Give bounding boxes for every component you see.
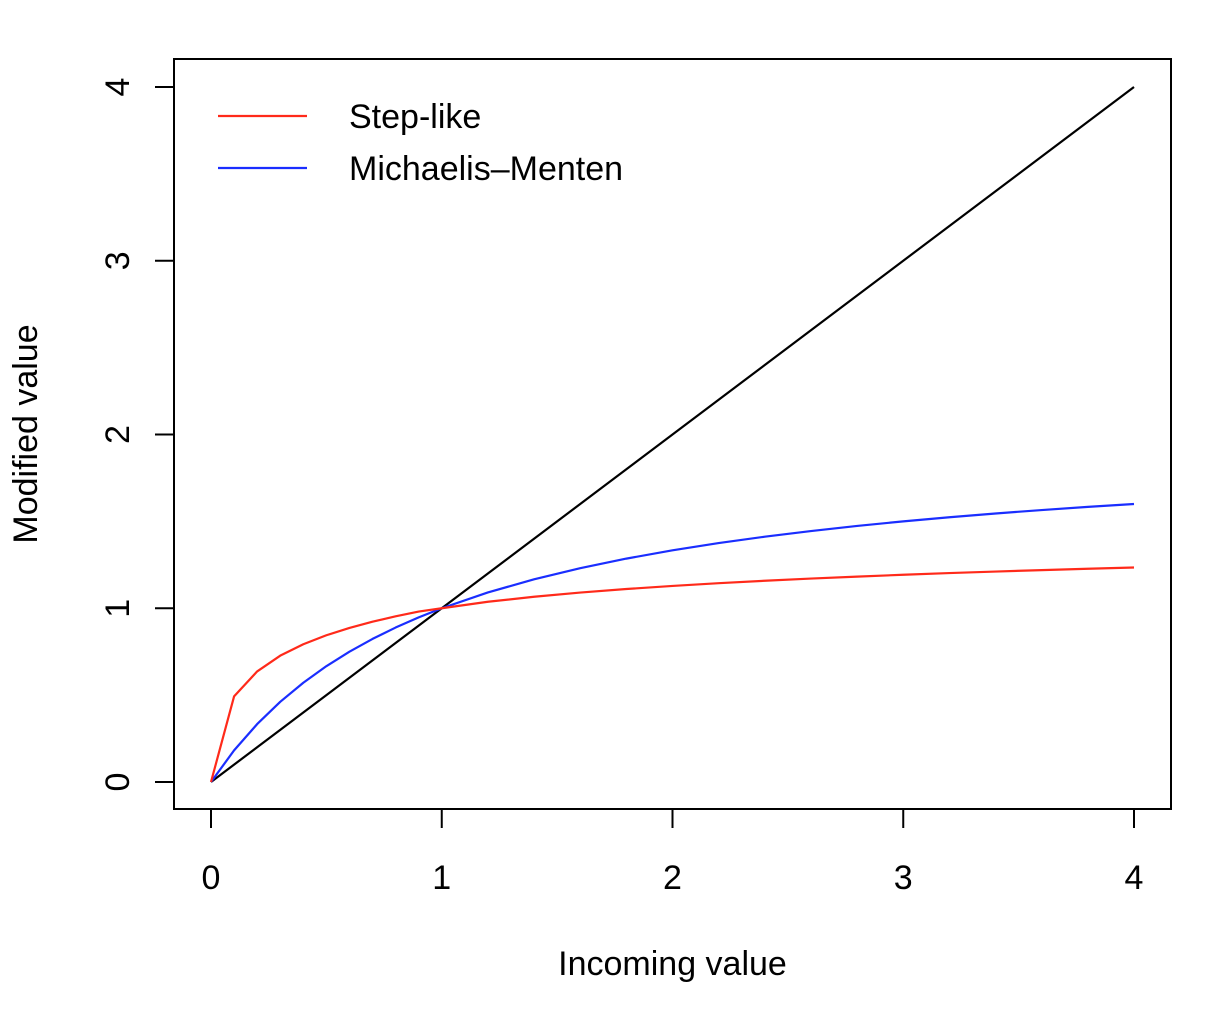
y-axis-title: Modified value [7, 324, 45, 543]
y-tick-label: 3 [99, 251, 137, 270]
x-tick-label: 3 [894, 859, 913, 897]
y-tick-label: 4 [99, 78, 137, 97]
legend: Step-like Michaelis–Menten [218, 98, 623, 188]
y-tick-label: 2 [99, 425, 137, 444]
x-tick-label: 0 [202, 859, 221, 897]
y-tick-label: 1 [99, 599, 137, 618]
x-axis: 0 1 2 3 4 [202, 808, 1144, 897]
series-line-0 [209, 566, 1135, 783]
legend-label: Michaelis–Menten [349, 150, 623, 188]
y-tick-label: 0 [99, 773, 137, 792]
x-tick-label: 1 [432, 859, 451, 897]
x-tick-label: 2 [663, 859, 682, 897]
x-tick-label: 4 [1125, 859, 1144, 897]
x-axis-title: Incoming value [558, 945, 787, 983]
plot-lines [209, 86, 1135, 783]
y-axis: 0 1 2 3 4 [99, 78, 175, 792]
legend-label: Step-like [349, 98, 481, 136]
series-line-1 [210, 502, 1135, 783]
series-line-2 [210, 86, 1135, 783]
